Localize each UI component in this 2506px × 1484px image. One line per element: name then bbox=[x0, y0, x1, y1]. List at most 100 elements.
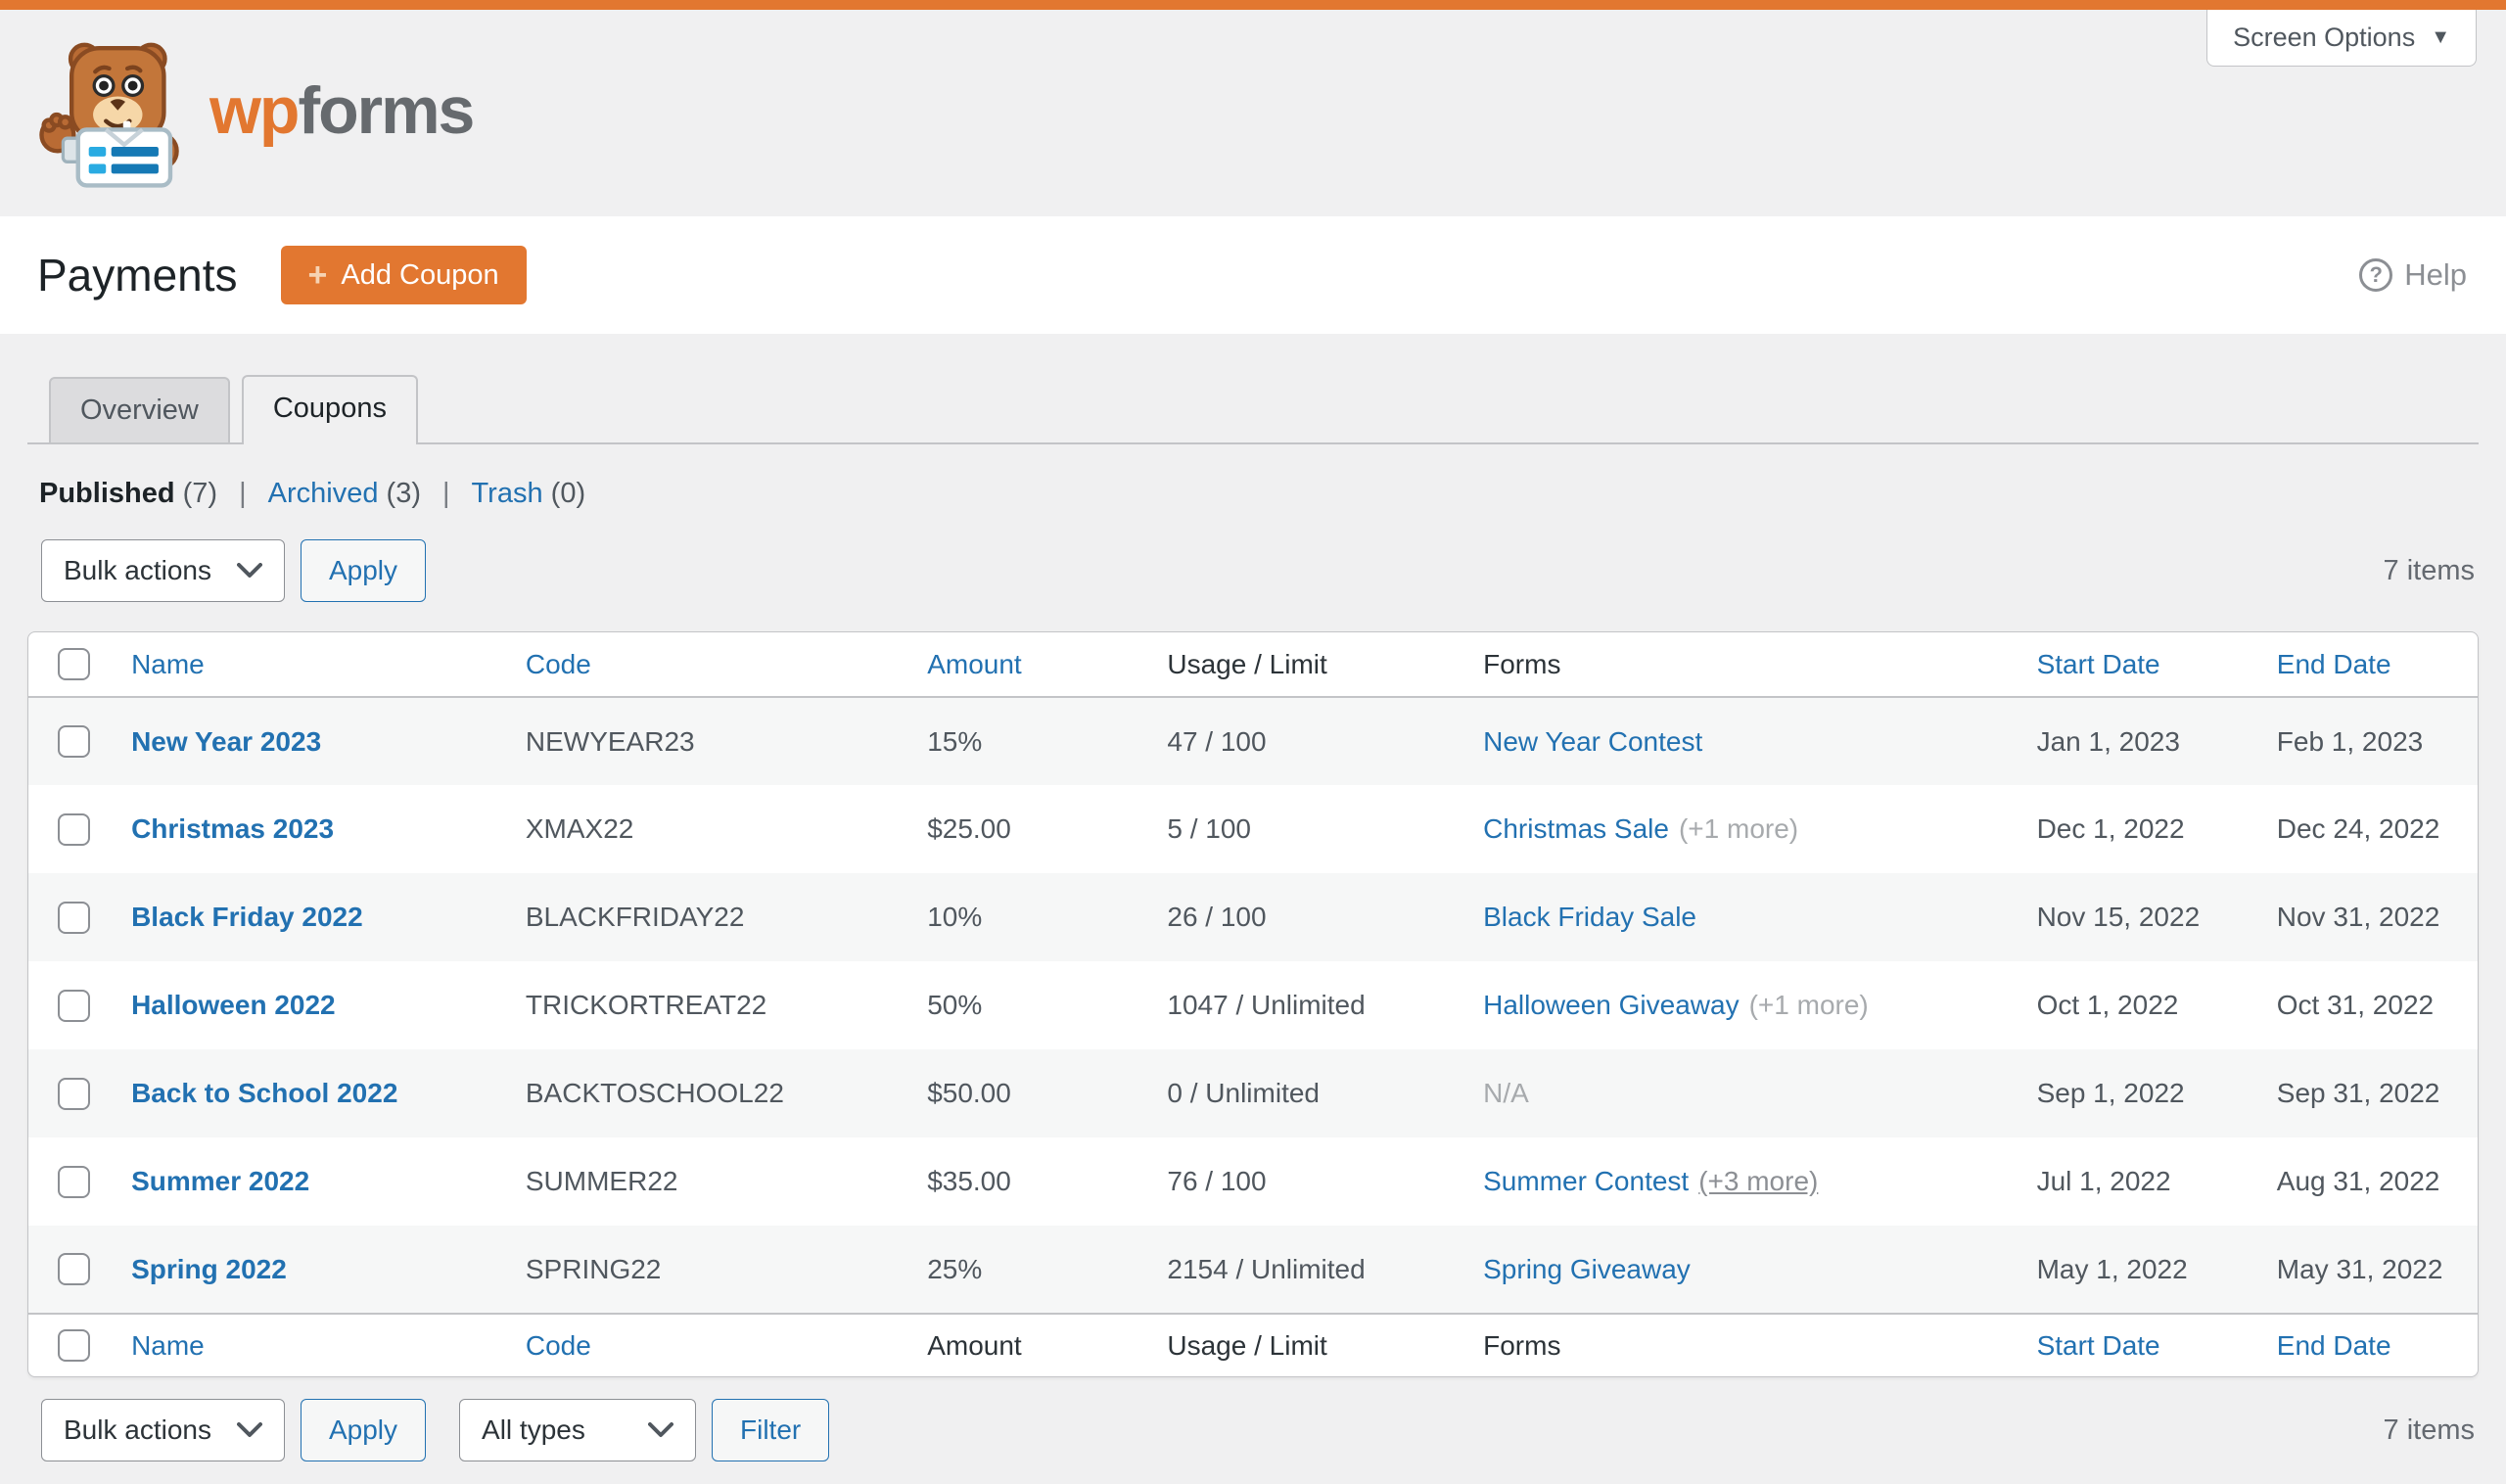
filter-published[interactable]: Published (7) bbox=[39, 478, 218, 509]
filter-trash[interactable]: Trash (0) bbox=[471, 478, 586, 509]
table-row: Halloween 2022 TRICKORTREAT22 50% 1047 /… bbox=[28, 961, 2478, 1049]
coupon-amount: $25.00 bbox=[927, 813, 1011, 844]
main-content: Overview Coupons Published (7) | Archive… bbox=[0, 375, 2506, 1461]
coupon-end-date: Feb 1, 2023 bbox=[2276, 725, 2424, 757]
screen-options-button[interactable]: Screen Options ▼ bbox=[2206, 10, 2477, 67]
coupon-type-select[interactable]: All types bbox=[459, 1399, 697, 1461]
row-checkbox[interactable] bbox=[58, 901, 90, 934]
coupon-code: XMAX22 bbox=[525, 813, 634, 844]
tab-coupons[interactable]: Coupons bbox=[241, 375, 418, 444]
header-amount: Amount bbox=[907, 1313, 1148, 1376]
sort-header-name[interactable]: Name bbox=[112, 1313, 506, 1376]
question-mark-icon: ? bbox=[2359, 258, 2393, 292]
coupon-start-date: Jan 1, 2023 bbox=[2036, 725, 2180, 757]
bulk-actions-select[interactable]: Bulk actions bbox=[41, 1399, 285, 1461]
coupon-name-link[interactable]: New Year 2023 bbox=[131, 725, 322, 757]
row-checkbox[interactable] bbox=[58, 989, 90, 1022]
coupon-start-date: Nov 15, 2022 bbox=[2036, 902, 2201, 932]
apply-button[interactable]: Apply bbox=[300, 1399, 427, 1461]
table-row: Back to School 2022 BACKTOSCHOOL22 $50.0… bbox=[28, 1049, 2478, 1137]
select-all-checkbox[interactable] bbox=[58, 1329, 90, 1362]
wpforms-logo: wpforms bbox=[37, 35, 475, 192]
help-link[interactable]: ? Help bbox=[2359, 257, 2467, 293]
form-link[interactable]: New Year Contest bbox=[1483, 725, 1703, 757]
coupon-name-link[interactable]: Spring 2022 bbox=[131, 1253, 287, 1284]
table-row: Christmas 2023 XMAX22 $25.00 5 / 100 Chr… bbox=[28, 785, 2478, 873]
table-toolbar-top: Bulk actions Apply 7 items bbox=[41, 539, 2479, 602]
coupon-code: NEWYEAR23 bbox=[525, 725, 695, 757]
form-link[interactable]: Spring Giveaway bbox=[1483, 1253, 1691, 1284]
sort-header-start-date[interactable]: Start Date bbox=[2017, 632, 2257, 698]
form-link[interactable]: Summer Contest bbox=[1483, 1166, 1690, 1196]
sort-header-end-date[interactable]: End Date bbox=[2256, 1313, 2478, 1376]
coupon-end-date: Aug 31, 2022 bbox=[2276, 1166, 2440, 1196]
coupon-usage: 1047 / Unlimited bbox=[1167, 990, 1366, 1020]
tab-overview[interactable]: Overview bbox=[49, 377, 230, 444]
plus-icon: + bbox=[307, 255, 328, 294]
coupon-code: BLACKFRIDAY22 bbox=[525, 902, 745, 932]
coupons-table: Name Code Amount Usage / Limit Forms Sta… bbox=[27, 631, 2479, 1377]
form-link[interactable]: Christmas Sale bbox=[1483, 813, 1669, 844]
row-checkbox[interactable] bbox=[58, 1077, 90, 1110]
sort-header-code[interactable]: Code bbox=[505, 1313, 908, 1376]
chevron-down-icon: ▼ bbox=[2431, 26, 2450, 48]
coupon-start-date: Sep 1, 2022 bbox=[2036, 1078, 2185, 1108]
published-count: (7) bbox=[182, 478, 218, 509]
form-link[interactable]: Halloween Giveaway bbox=[1483, 990, 1740, 1020]
coupon-usage: 2154 / Unlimited bbox=[1167, 1253, 1366, 1284]
bulk-actions-select[interactable]: Bulk actions bbox=[41, 539, 285, 602]
coupon-name-link[interactable]: Black Friday 2022 bbox=[131, 902, 363, 932]
header-usage-limit: Usage / Limit bbox=[1147, 1313, 1464, 1376]
coupon-name-link[interactable]: Back to School 2022 bbox=[131, 1078, 398, 1108]
sort-header-name[interactable]: Name bbox=[112, 632, 506, 698]
coupon-start-date: Dec 1, 2022 bbox=[2036, 813, 2185, 844]
apply-button[interactable]: Apply bbox=[300, 539, 427, 602]
brand-header: wpforms bbox=[0, 10, 2506, 216]
coupon-start-date: Jul 1, 2022 bbox=[2036, 1166, 2171, 1196]
coupon-amount: $35.00 bbox=[927, 1166, 1011, 1196]
sort-header-amount[interactable]: Amount bbox=[907, 632, 1148, 698]
coupon-amount: 15% bbox=[927, 725, 983, 757]
forms-not-available: N/A bbox=[1483, 1078, 1529, 1108]
header-forms: Forms bbox=[1463, 1313, 2018, 1376]
header-usage-limit: Usage / Limit bbox=[1147, 632, 1464, 698]
screen-options-label: Screen Options bbox=[2233, 23, 2416, 52]
coupon-code: TRICKORTREAT22 bbox=[525, 990, 767, 1020]
page-header: Payments + Add Coupon ? Help bbox=[0, 216, 2506, 334]
row-checkbox[interactable] bbox=[58, 725, 90, 758]
row-checkbox[interactable] bbox=[58, 812, 90, 846]
sort-header-start-date[interactable]: Start Date bbox=[2017, 1313, 2257, 1376]
coupon-usage: 76 / 100 bbox=[1167, 1166, 1267, 1196]
select-all-checkbox[interactable] bbox=[58, 648, 90, 680]
table-footer-row: Name Code Amount Usage / Limit Forms Sta… bbox=[28, 1313, 2478, 1376]
form-link[interactable]: Black Friday Sale bbox=[1483, 902, 1696, 932]
chevron-down-icon bbox=[648, 1422, 674, 1437]
bulk-actions-value: Bulk actions bbox=[64, 1414, 211, 1445]
add-coupon-label: Add Coupon bbox=[341, 258, 499, 291]
add-coupon-button[interactable]: + Add Coupon bbox=[280, 246, 527, 304]
coupon-code: SUMMER22 bbox=[525, 1166, 678, 1196]
row-checkbox[interactable] bbox=[58, 1165, 90, 1198]
coupon-name-link[interactable]: Christmas 2023 bbox=[131, 813, 335, 844]
table-row: New Year 2023 NEWYEAR23 15% 47 / 100 New… bbox=[28, 697, 2478, 785]
sort-header-code[interactable]: Code bbox=[505, 632, 908, 698]
items-count: 7 items bbox=[2383, 1414, 2475, 1446]
filter-archived[interactable]: Archived (3) bbox=[267, 478, 421, 509]
coupon-start-date: Oct 1, 2022 bbox=[2036, 990, 2179, 1020]
wpforms-wordmark: wpforms bbox=[209, 77, 475, 150]
sort-header-end-date[interactable]: End Date bbox=[2256, 632, 2478, 698]
coupon-end-date: Oct 31, 2022 bbox=[2276, 990, 2435, 1020]
coupon-amount: 10% bbox=[927, 902, 983, 932]
forms-more-link[interactable]: (+3 more) bbox=[1698, 1166, 1819, 1196]
coupon-name-link[interactable]: Summer 2022 bbox=[131, 1166, 310, 1196]
forms-more-label: (+1 more) bbox=[1678, 813, 1799, 844]
coupon-name-link[interactable]: Halloween 2022 bbox=[131, 990, 336, 1020]
status-filter-links: Published (7) | Archived (3) | Trash (0) bbox=[39, 478, 2479, 510]
coupon-amount: $50.00 bbox=[927, 1078, 1011, 1108]
filter-button[interactable]: Filter bbox=[712, 1399, 830, 1461]
trash-count: (0) bbox=[550, 478, 586, 509]
coupon-amount: 50% bbox=[927, 990, 983, 1020]
row-checkbox[interactable] bbox=[58, 1253, 90, 1285]
coupon-end-date: Sep 31, 2022 bbox=[2276, 1078, 2440, 1108]
wordmark-wp: wp bbox=[209, 72, 300, 148]
